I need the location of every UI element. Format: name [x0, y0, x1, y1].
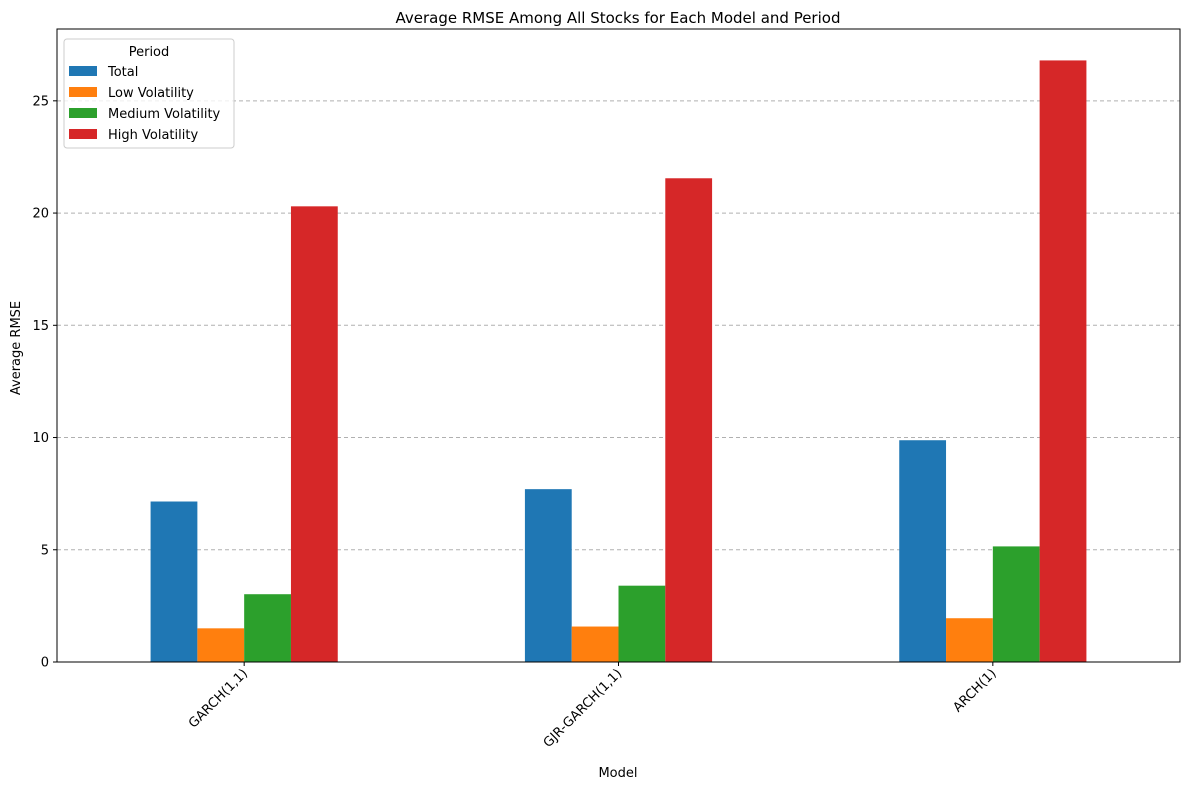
- legend-entry: Total: [107, 65, 138, 80]
- y-axis-label: Average RMSE: [9, 301, 24, 395]
- legend-swatch: [69, 87, 97, 97]
- legend-swatch: [69, 129, 97, 139]
- bar: [290, 206, 338, 663]
- x-axis-ticks: GARCH(1,1) GJR-GARCH(1,1) ARCH(1): [186, 662, 1000, 751]
- x-axis-label: Model: [598, 766, 637, 781]
- y-tick-label: 10: [32, 431, 49, 446]
- y-tick-label: 0: [41, 656, 49, 671]
- y-tick-label: 25: [32, 94, 49, 109]
- chart-title: Average RMSE Among All Stocks for Each M…: [396, 9, 841, 27]
- legend-swatch: [69, 66, 97, 76]
- x-tick-label: GJR-GARCH(1,1): [541, 666, 626, 751]
- legend-swatch: [69, 108, 97, 118]
- x-tick-label: GARCH(1,1): [186, 666, 251, 731]
- legend-title: Period: [129, 45, 170, 60]
- bar: [1039, 60, 1087, 662]
- y-tick-label: 5: [41, 543, 49, 558]
- bars: [150, 60, 1087, 663]
- bar: [899, 440, 947, 662]
- bar: [571, 626, 619, 662]
- legend-entry: Medium Volatility: [108, 107, 221, 122]
- legend: Period Total Low Volatility Medium Volatil…: [63, 38, 235, 149]
- bar: [946, 618, 993, 662]
- bar: [150, 501, 198, 662]
- bar: [992, 546, 1040, 662]
- legend-entry: Low Volatility: [108, 86, 194, 101]
- y-axis-ticks: 0 5 10 15 20 25: [32, 94, 57, 671]
- bar: [197, 628, 245, 662]
- y-tick-label: 20: [32, 207, 49, 222]
- bar: [244, 594, 291, 662]
- bar: [665, 178, 713, 662]
- legend-box: [63, 38, 235, 149]
- legend-entry: High Volatility: [108, 128, 198, 143]
- x-tick-label: ARCH(1): [950, 666, 999, 715]
- bar: [524, 489, 572, 662]
- bar: [618, 585, 666, 662]
- y-tick-label: 15: [32, 319, 49, 334]
- gridlines: [57, 100, 1180, 551]
